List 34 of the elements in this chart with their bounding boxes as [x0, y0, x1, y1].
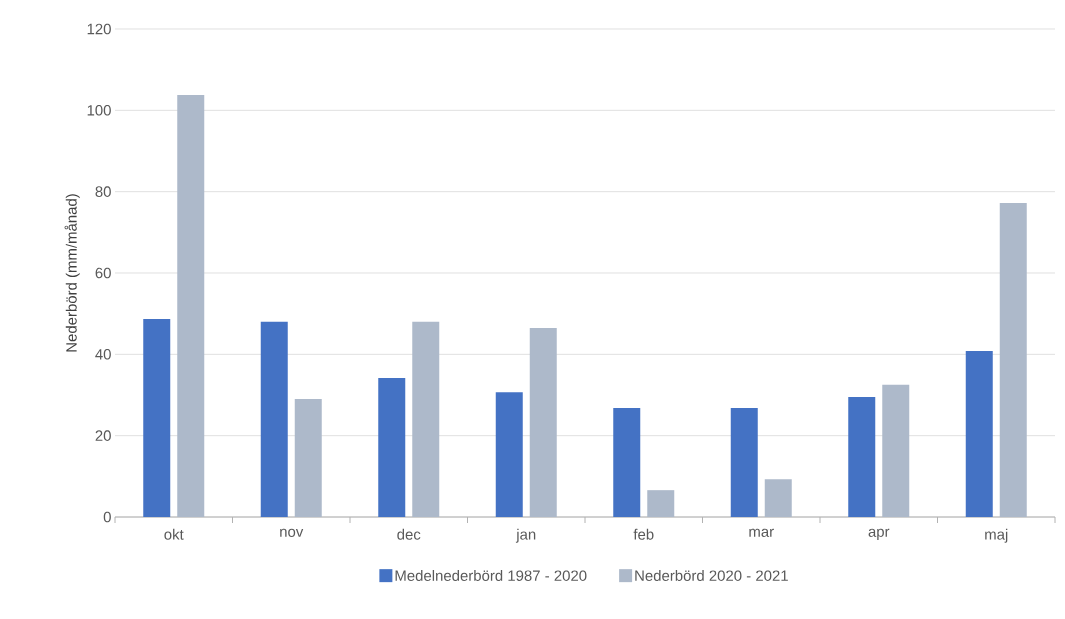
y-tick-label: 60: [95, 267, 111, 279]
bar: [647, 490, 675, 517]
bar: [965, 351, 993, 517]
y-tick-label: 20: [95, 430, 111, 441]
bar: [999, 203, 1027, 517]
bar: [294, 399, 322, 517]
bar: [378, 377, 406, 517]
bar: [260, 321, 288, 517]
y-axis-title: Nederbörd (mm/månad): [64, 194, 80, 352]
x-tick-label: apr: [868, 528, 890, 540]
bar: [529, 327, 557, 517]
bar: [412, 321, 440, 517]
legend-label: Nederbörd 2020 - 2021: [635, 569, 788, 581]
y-tick-label: 0: [103, 511, 111, 523]
bar: [882, 384, 910, 517]
x-tick-label: maj: [985, 528, 1008, 543]
bar: [730, 408, 758, 517]
bar: [848, 397, 876, 517]
legend-label: Medelnederbörd 1987 - 2020: [395, 569, 587, 581]
x-tick-label: dec: [397, 528, 421, 540]
bar: [495, 392, 523, 517]
bar: [764, 479, 792, 517]
y-tick-label: 120: [87, 23, 111, 35]
y-tick-label: 100: [87, 105, 111, 116]
bar: [613, 408, 641, 517]
x-tick-label: mar: [749, 528, 774, 537]
y-tick-label: 40: [95, 349, 111, 360]
x-tick-label: feb: [633, 528, 654, 540]
y-tick-label: 80: [95, 186, 111, 197]
bar: [143, 318, 171, 517]
x-tick-label: jan: [515, 528, 536, 543]
x-tick-label: nov: [280, 528, 304, 537]
x-tick-label: okt: [164, 528, 184, 540]
bar: [177, 94, 205, 517]
